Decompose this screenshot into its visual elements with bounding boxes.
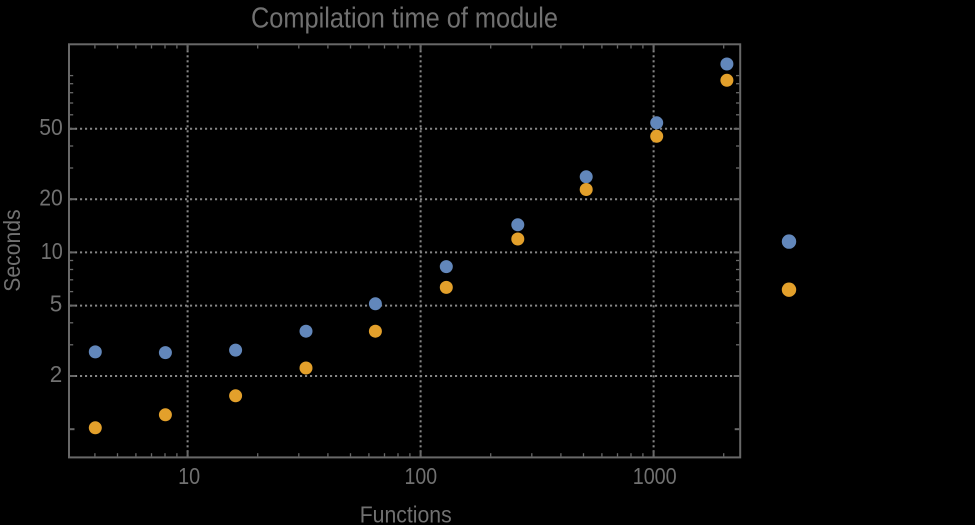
svg-text:1000: 1000 [633,463,677,489]
svg-text:Compilation time of module: Compilation time of module [251,1,558,33]
svg-text:2: 2 [50,361,63,387]
svg-text:100: 100 [405,463,438,489]
svg-text:50: 50 [39,114,63,140]
svg-text:10: 10 [178,463,200,489]
svg-text:Functions: Functions [360,502,452,525]
svg-text:20: 20 [39,184,63,210]
svg-text:5: 5 [50,291,63,317]
svg-text:10: 10 [41,238,63,264]
svg-text:Seconds: Seconds [0,209,25,291]
